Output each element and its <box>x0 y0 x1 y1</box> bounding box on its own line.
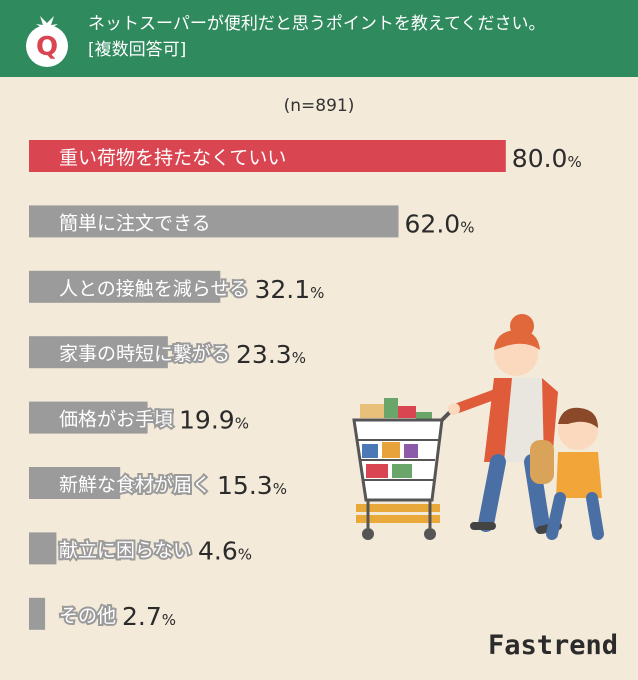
sample-size: (n=891) <box>283 96 355 116</box>
mother-figure <box>448 314 562 534</box>
tomato-q-icon: Q <box>26 16 68 67</box>
child-figure <box>530 407 604 540</box>
category-label-4: 価格がお手頃 <box>59 409 173 431</box>
bar-6 <box>29 532 57 565</box>
value-label-3: 23.3% <box>236 340 306 369</box>
bar-7 <box>29 597 46 630</box>
category-label-7: その他 <box>59 605 116 627</box>
value-label-1: 62.0% <box>405 209 475 238</box>
bar-1 <box>29 205 399 238</box>
brand-logo: Fastrend <box>487 630 618 661</box>
bar-3 <box>29 336 168 369</box>
shopping-cart-icon <box>352 398 456 540</box>
question-title: ネットスーパーが便利だと思うポイントを教えてください。 [複数回答可] <box>88 11 628 63</box>
category-label-1: 簡単に注文できる <box>59 212 211 234</box>
question-line-2: [複数回答可] <box>88 40 187 60</box>
bar-2 <box>29 270 221 303</box>
value-label-7: 2.7% <box>122 602 176 631</box>
value-label-2: 32.1% <box>254 275 324 304</box>
value-label-4: 19.9% <box>179 406 249 435</box>
shopping-cart-family-illustration <box>352 314 604 540</box>
category-label-0: 重い荷物を持たなくていい <box>59 147 286 169</box>
value-label-0: 80.0% <box>512 144 582 173</box>
bar-5 <box>29 467 121 499</box>
value-label-6: 4.6% <box>198 536 252 565</box>
bar-0 <box>29 140 506 172</box>
category-label-2: 人との接触を減らせる <box>59 278 248 300</box>
bar-4 <box>29 401 148 434</box>
question-header: Q ネットスーパーが便利だと思うポイントを教えてください。 [複数回答可] <box>0 0 638 77</box>
question-line-1: ネットスーパーが便利だと思うポイントを教えてください。 <box>88 14 546 34</box>
category-label-6: 献立に困らない <box>59 539 192 561</box>
value-label-5: 15.3% <box>217 471 287 500</box>
category-label-3: 家事の時短に繋がる <box>59 343 230 365</box>
badge-letter: Q <box>36 32 58 62</box>
category-label-5: 新鮮な食材が届く <box>59 474 211 496</box>
